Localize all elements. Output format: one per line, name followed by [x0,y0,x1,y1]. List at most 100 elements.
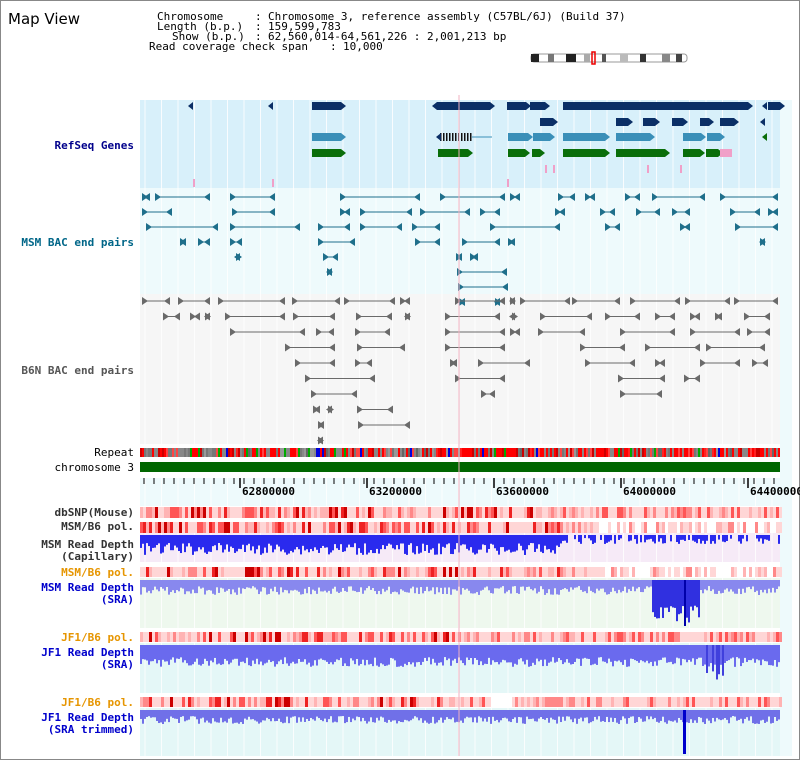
msm-cap-depth-bar [480,535,482,550]
jf1-pol2-bin [281,697,284,707]
jf1-sra-depth-bar [226,645,228,661]
jf1-b6-pol-2-label[interactable]: JF1/B6 pol. [61,696,134,709]
jf1-sra-depth-bar [186,645,188,664]
dbsnp-bin [554,507,557,518]
msm-sra-depth-bar [268,580,270,594]
msm-cap-depth-bar [414,535,416,555]
msm-sra-depth-bar [482,580,484,590]
msm-bac-label[interactable]: MSM BAC end pairs [21,236,134,249]
gene-arrow [628,118,633,126]
jf1-pol-bin [200,632,203,642]
dbsnp-bin [233,507,236,518]
jf1-sra-depth-bar [178,645,180,659]
exon [452,133,454,141]
jf1-trim-depth-bar [392,710,394,721]
refseq-genes-track[interactable] [188,102,785,187]
jf1-depth-sra-label[interactable]: JF1 Read Depth [41,646,134,659]
jf1-pol2-bin [308,697,311,707]
dbsnp-bin [758,507,761,518]
msm-pol2-bin [353,567,356,577]
jf1-pol-bin [161,632,164,642]
jf1-trim-depth-bar [466,710,468,717]
dbsnp-bin [422,507,425,518]
msm-pol2-bin [374,567,377,577]
msm-pol-bin [404,522,407,533]
b6n-bac-label[interactable]: B6N BAC end pairs [21,364,134,377]
msm-b6-pol-2-label[interactable]: MSM/B6 pol. [61,566,134,579]
jf1-pol2-bin [599,697,602,707]
jf1-pol2-bin [356,697,359,707]
msm-cap-depth-bar [182,535,184,544]
position-axis: 62800000 63200000 63600000 64000000 64400000 [143,478,800,498]
jf1-trim-depth-bar [218,710,220,723]
gene [563,133,605,141]
dbsnp-bin [596,507,599,518]
repeat-bin [734,448,736,457]
dbsnp-label[interactable]: dbSNP(Mouse) [54,506,134,519]
jf1-sra-depth-bar [362,645,364,660]
jf1-pol-bin [503,632,506,642]
msm-sra-depth-bar [462,580,464,589]
jf1-pol2-bin [554,697,557,707]
msm-bac-pair-end [772,223,778,231]
msm-cap-depth-bar [552,535,554,551]
msm-depth-capillary-label[interactable]: MSM Read Depth [41,538,134,551]
msm-pol2-bin [398,567,401,577]
dbsnp-bin [704,507,707,518]
msm-pol2-bin [743,567,746,577]
repeat-bin [356,448,358,457]
gene-arrow [341,149,346,157]
msm-pol-bin [596,522,599,533]
dbsnp-bin [146,507,149,518]
jf1-trim-depth-bar [602,710,604,722]
msm-sra-depth-bar [602,580,604,589]
jf1-pol2-bin [566,697,569,707]
msm-pol2-bin [203,567,206,577]
jf1-sra-depth-bar [502,645,504,660]
jf1-trim-depth-bar [384,710,386,722]
repeat-bin [728,448,730,457]
jf1-pol2-bin [419,697,422,707]
msm-sra-depth-bar [542,580,544,590]
msm-bac-track[interactable] [142,193,778,306]
repeat-bin [590,448,592,457]
jf1-sra-depth-bar [576,645,578,659]
refseq-label[interactable]: RefSeq Genes [54,139,134,152]
jf1-pol-bin [698,632,701,642]
msm-pol-bin [416,522,419,533]
jf1-trim-depth-bar [156,710,158,721]
jf1-pol2-bin [515,697,518,707]
jf1-trim-depth-bar [440,710,442,718]
msm-bac-pair-end [499,193,505,201]
repeat-bin [252,448,254,457]
repeat-bin [738,448,740,457]
msm-pol2-bin [752,567,755,577]
jf1-pol-bin [674,632,677,642]
b6n-bac-track[interactable] [142,297,778,445]
msm-pol2-bin [515,567,518,577]
jf1-sra-depth-bar [236,645,238,659]
jf1-b6-pol-label[interactable]: JF1/B6 pol. [61,631,134,644]
jf1-pol2-bin [260,697,263,707]
jf1-depth-trim-label[interactable]: JF1 Read Depth [41,711,134,724]
msm-bac-pair-end [230,223,236,231]
msm-cap-depth-bar [180,535,182,554]
b6n-bac-pair-end [142,297,148,305]
jf1-pol2-bin [314,697,317,707]
repeat-bin [586,448,588,457]
jf1-pol2-bin [155,697,158,707]
msm-pol2-bin [686,567,689,577]
msm-pol-bin [743,522,746,533]
msm-cap-depth-bar [604,535,606,544]
msm-b6-pol-label[interactable]: MSM/B6 pol. [61,520,134,533]
msm-depth-sra-label[interactable]: MSM Read Depth [41,581,134,594]
repeat-bin [246,448,248,457]
msm-pol-bin [380,522,383,533]
length-value: 159,599,783 [268,20,341,33]
msm-cap-depth-bar [724,535,726,543]
dbsnp-bin [269,507,272,518]
jf1-pol-bin [644,632,647,642]
dbsnp-bin [308,507,311,518]
msm-pol2-bin [602,567,605,577]
